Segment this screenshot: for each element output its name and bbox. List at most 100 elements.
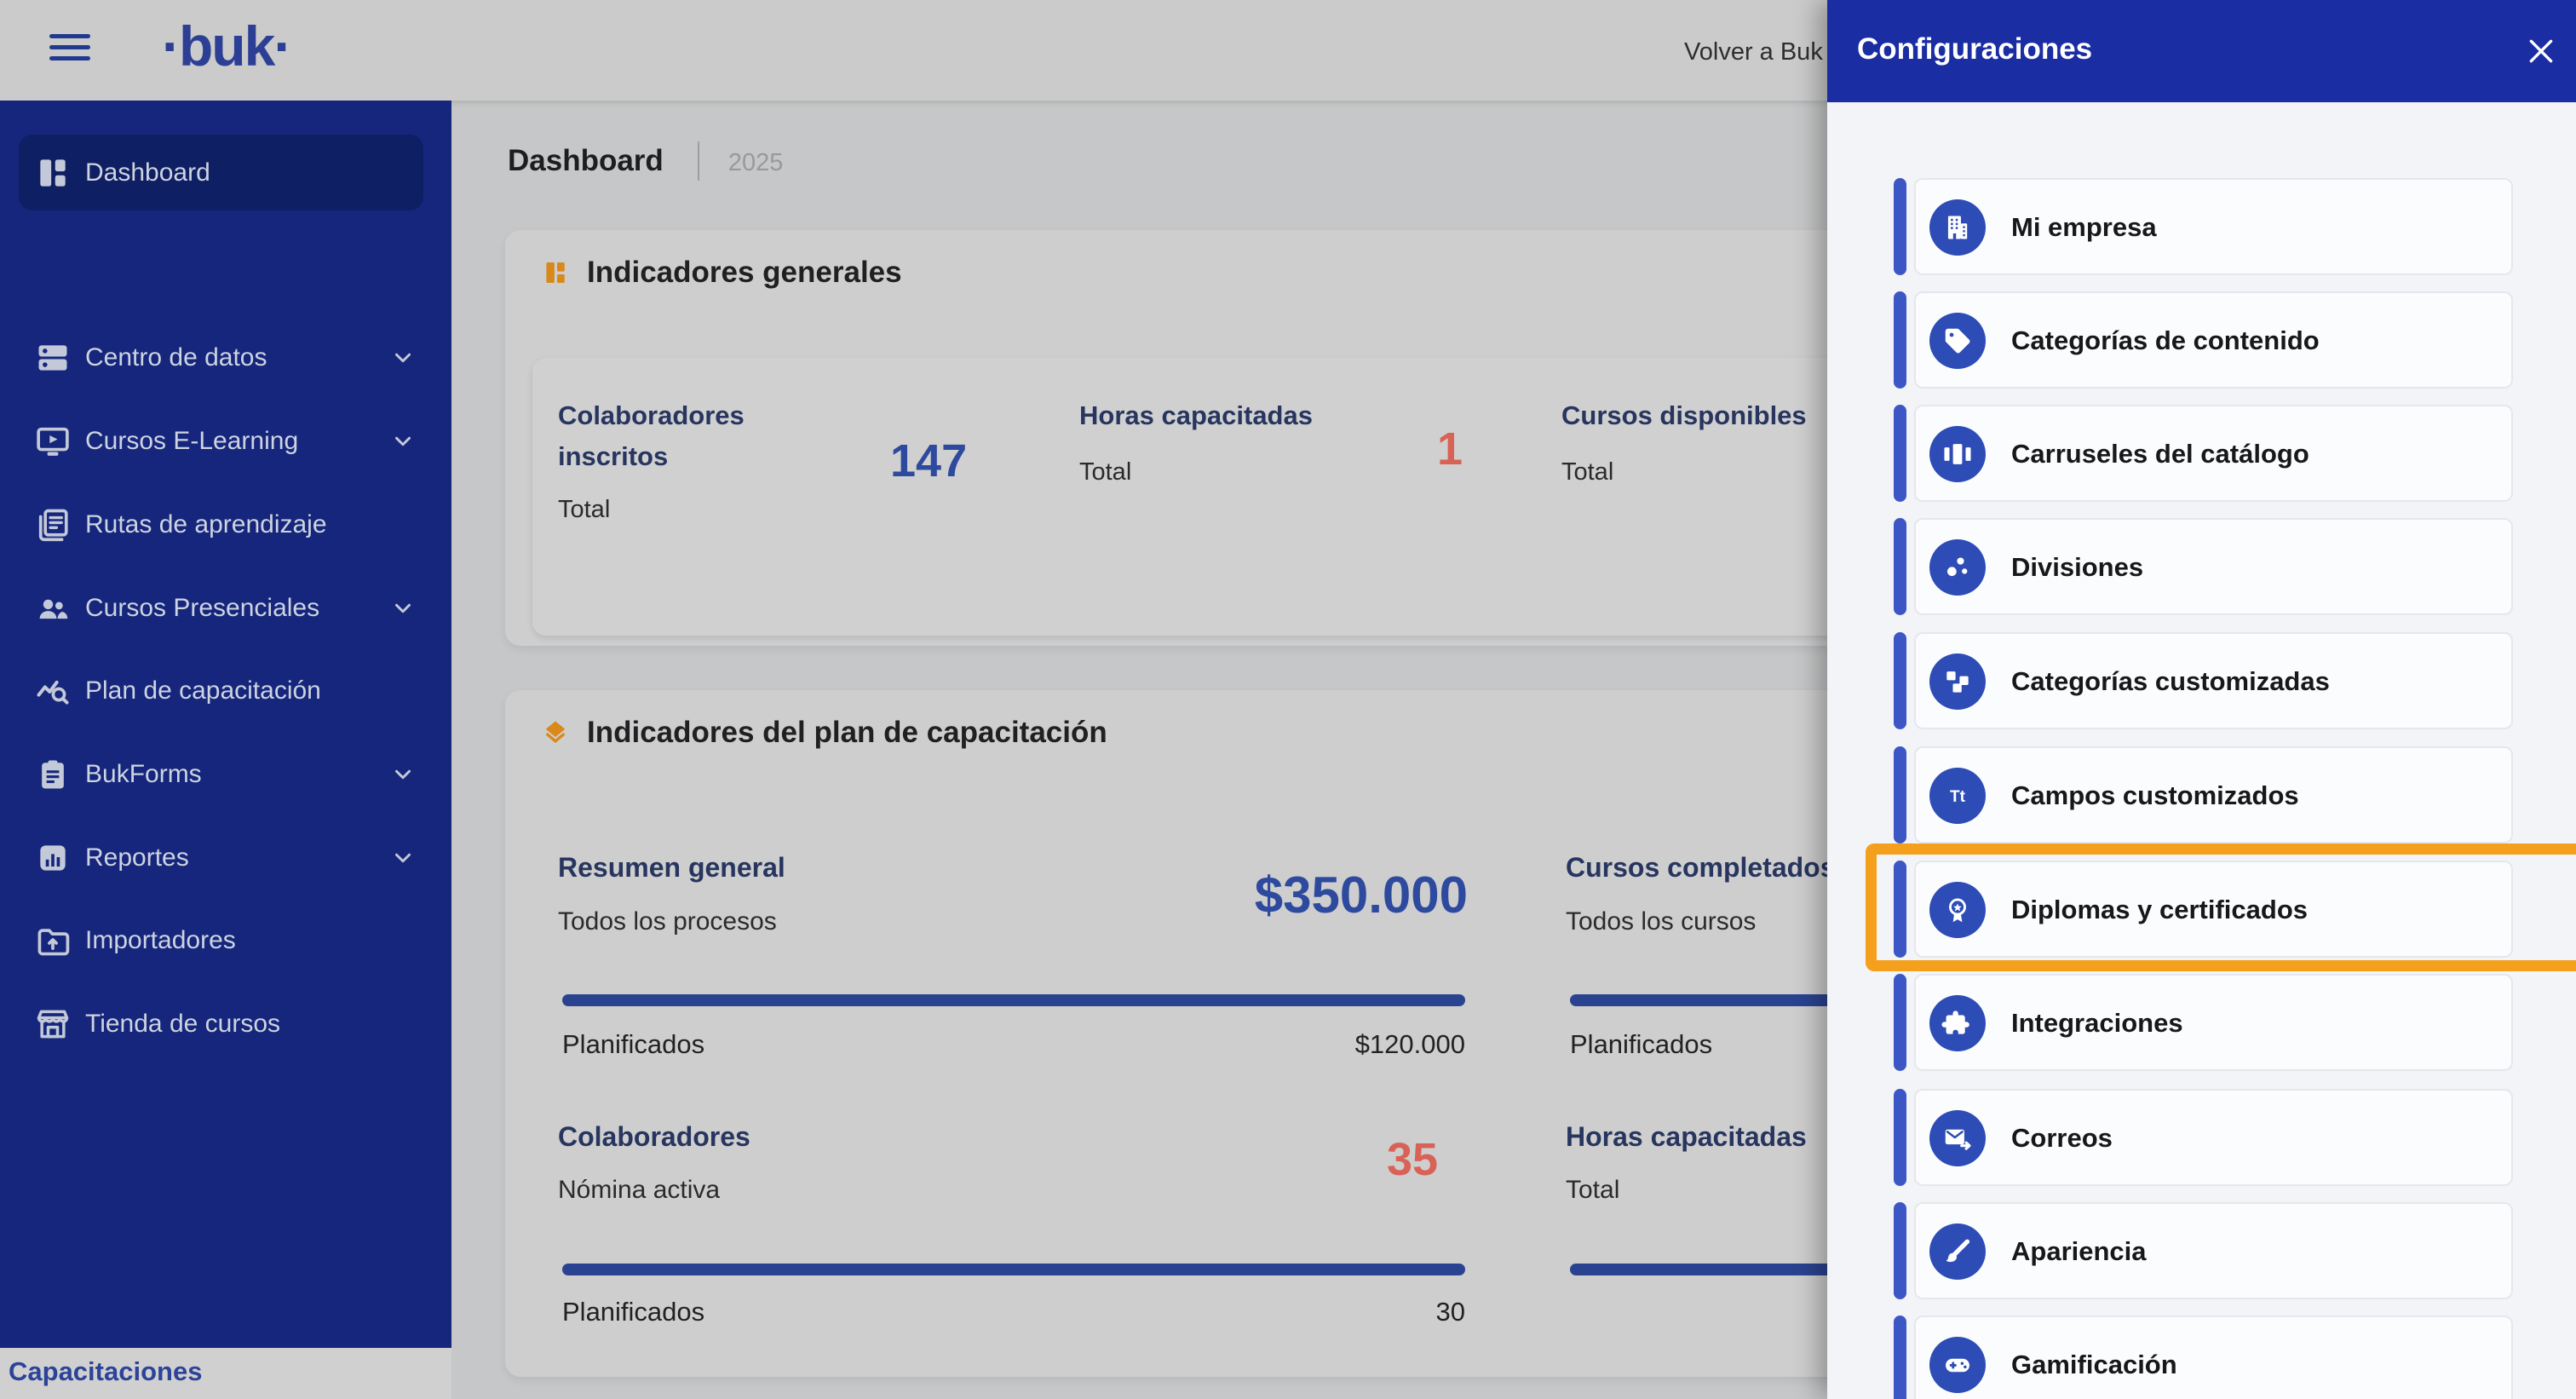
monitor-play-icon <box>34 423 72 460</box>
panel-item-label: Gamificación <box>2011 1350 2177 1379</box>
progress-bar <box>562 1264 1465 1275</box>
panel-item-gamificacion[interactable]: Gamificación <box>1827 1316 2576 1399</box>
stat-value: 147 <box>890 435 968 486</box>
metric-title: Cursos completados <box>1566 852 1836 883</box>
card-header: Indicadores del plan de capacitación <box>541 716 1107 750</box>
tag-icon <box>1929 313 1986 369</box>
planned-value: 30 <box>1435 1297 1465 1327</box>
sidebar-item-label: Centro de datos <box>85 343 267 371</box>
accent-bar <box>1894 178 1906 275</box>
planned-label: Planificados <box>562 1029 705 1059</box>
sidebar-item-tienda-de-cursos[interactable]: Tienda de cursos <box>0 982 451 1066</box>
stat-label: Colaboradores inscritos <box>558 400 745 472</box>
product-label: Capacitaciones <box>9 1356 203 1386</box>
card-title: Indicadores del plan de capacitación <box>587 716 1107 749</box>
panel-title: Configuraciones <box>1857 32 2093 66</box>
panel-item-label: Carruseles del catálogo <box>2011 439 2309 469</box>
sidebar-item-cursos-elearning[interactable]: Cursos E-Learning <box>0 400 451 483</box>
grid-icon <box>541 258 570 287</box>
panel-item-label: Diplomas y certificados <box>2011 895 2309 924</box>
card-header: Indicadores generales <box>541 256 902 290</box>
sidebar-nav: Dashboard Centro de datos Cursos E-Learn… <box>0 101 451 1399</box>
panel-item-correos[interactable]: Correos <box>1827 1089 2576 1186</box>
learning-paths-icon <box>34 506 72 544</box>
product-strip: Capacitaciones <box>0 1348 451 1399</box>
stat-sublabel: Total <box>558 496 611 523</box>
close-icon[interactable] <box>2524 34 2558 68</box>
sidebar-item-label: Rutas de aprendizaje <box>85 510 327 538</box>
sidebar-item-importadores[interactable]: Importadores <box>0 899 451 982</box>
sidebar-item-label: Plan de capacitación <box>85 676 321 705</box>
metric-title: Colaboradores <box>558 1121 750 1152</box>
puzzle-icon <box>1929 995 1986 1051</box>
accent-bar <box>1894 1202 1906 1299</box>
sidebar-item-centro-de-datos[interactable]: Centro de datos <box>0 316 451 400</box>
page-header: Dashboard 2025 <box>508 141 783 193</box>
accent-bar <box>1894 291 1906 389</box>
chevron-down-icon <box>390 596 416 621</box>
planned-value: $120.000 <box>1354 1029 1465 1059</box>
sidebar-item-label: Importadores <box>85 926 236 954</box>
metric-title: Resumen general <box>558 852 785 883</box>
medal-icon <box>1929 882 1986 938</box>
panel-item-divisiones[interactable]: Divisiones <box>1827 518 2576 615</box>
page-title: Dashboard <box>508 144 664 177</box>
stat-value: 1 <box>1437 423 1463 475</box>
data-center-icon <box>34 339 72 377</box>
back-to-buk-link[interactable]: Volver a Buk <box>1684 38 1823 66</box>
hamburger-menu-icon[interactable] <box>49 34 90 66</box>
building-icon <box>1929 199 1986 256</box>
panel-item-campos-customizados[interactable]: Tt Campos customizados <box>1827 746 2576 843</box>
bar-chart-icon <box>34 839 72 877</box>
text-fields-icon: Tt <box>1929 768 1986 824</box>
folder-upload-icon <box>34 922 72 959</box>
clipboard-icon <box>34 756 72 793</box>
accent-bar <box>1894 746 1906 843</box>
period-label: 2025 <box>727 149 784 176</box>
panel-header: Configuraciones <box>1827 0 2576 102</box>
stat-sublabel: Total <box>1079 458 1132 486</box>
panel-item-integraciones[interactable]: Integraciones <box>1827 974 2576 1071</box>
planned-label: Planificados <box>562 1297 705 1327</box>
dashboard-grid-icon <box>34 154 72 192</box>
sidebar-item-label: Cursos Presenciales <box>85 594 320 622</box>
panel-item-categorias-de-contenido[interactable]: Categorías de contenido <box>1827 291 2576 389</box>
metric-subtitle: Nómina activa <box>558 1176 721 1204</box>
panel-item-label: Campos customizados <box>2011 780 2299 810</box>
metric-value: $350.000 <box>1254 866 1468 924</box>
sidebar-item-label: Dashboard <box>85 158 210 187</box>
sidebar-item-label: Tienda de cursos <box>85 1010 281 1038</box>
metric-value: 35 <box>1387 1134 1439 1185</box>
sidebar-item-plan-de-capacitacion[interactable]: Plan de capacitación <box>0 649 451 733</box>
panel-item-carruseles-del-catalogo[interactable]: Carruseles del catálogo <box>1827 405 2576 502</box>
metric-subtitle: Todos los procesos <box>558 907 777 936</box>
planned-label: Planificados <box>1570 1029 1713 1059</box>
card-title: Indicadores generales <box>587 256 902 289</box>
buk-logo: ·buk· <box>162 14 292 78</box>
panel-item-apariencia[interactable]: Apariencia <box>1827 1202 2576 1299</box>
mail-forward-icon <box>1929 1110 1986 1166</box>
configurations-panel: Configuraciones Mi empresa Categorías de… <box>1827 0 2576 1399</box>
panel-item-categorias-customizadas[interactable]: Categorías customizadas <box>1827 632 2576 729</box>
sidebar-item-reportes[interactable]: Reportes <box>0 816 451 900</box>
chevron-down-icon <box>390 429 416 454</box>
panel-item-label: Apariencia <box>2011 1236 2147 1266</box>
sidebar-item-cursos-presenciales[interactable]: Cursos Presenciales <box>0 567 451 650</box>
sidebar-item-dashboard[interactable]: Dashboard <box>19 135 423 210</box>
panel-item-label: Divisiones <box>2011 552 2144 582</box>
panel-item-diplomas-y-certificados[interactable]: Diplomas y certificados <box>1827 861 2576 958</box>
accent-bar <box>1894 1316 1906 1399</box>
carousel-icon <box>1929 426 1986 482</box>
panel-item-label: Integraciones <box>2011 1008 2183 1038</box>
sidebar-item-label: Reportes <box>85 843 189 872</box>
paintbrush-icon <box>1929 1223 1986 1280</box>
panel-item-mi-empresa[interactable]: Mi empresa <box>1827 178 2576 275</box>
accent-bar <box>1894 861 1906 958</box>
panel-item-label: Categorías de contenido <box>2011 325 2320 355</box>
accent-bar <box>1894 518 1906 615</box>
sidebar-item-rutas-de-aprendizaje[interactable]: Rutas de aprendizaje <box>0 483 451 567</box>
stat-sublabel: Total <box>1561 458 1614 486</box>
sidebar-item-bukforms[interactable]: BukForms <box>0 733 451 816</box>
panel-item-label: Correos <box>2011 1123 2113 1153</box>
